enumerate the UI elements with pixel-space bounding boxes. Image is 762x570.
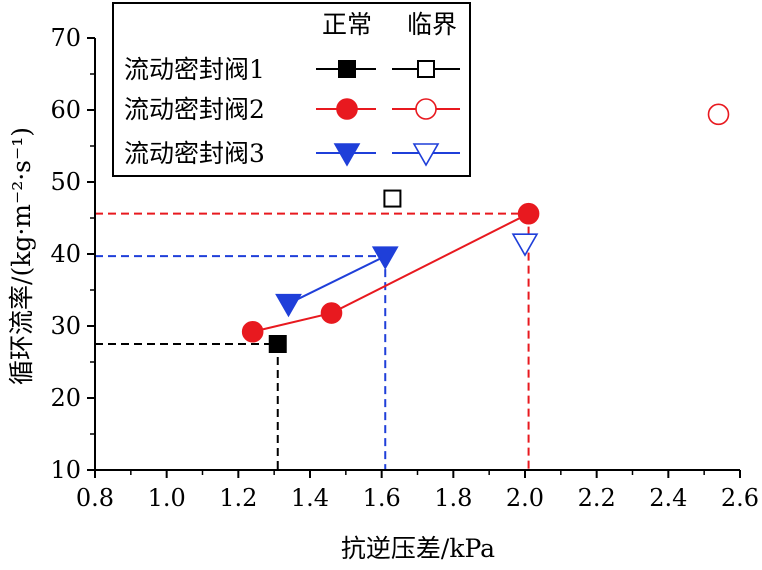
x-tick-label-7: 2.0 bbox=[506, 484, 544, 512]
legend-marker-critical-2 bbox=[415, 98, 437, 120]
x-tick-label-1: 0.8 bbox=[76, 484, 114, 512]
legend-marker-critical-3 bbox=[412, 143, 440, 167]
x-tick-label-4: 1.4 bbox=[291, 484, 329, 512]
x-tick-label-2: 1.0 bbox=[148, 484, 186, 512]
series-layer bbox=[241, 103, 730, 353]
y-tick-label-5: 50 bbox=[50, 168, 81, 196]
x-tick-label-8: 2.2 bbox=[578, 484, 616, 512]
point-critical-3-1 bbox=[511, 233, 539, 257]
x-tick-label-9: 2.4 bbox=[649, 484, 687, 512]
series-line-2 bbox=[252, 212, 530, 333]
legend-marker-normal-1 bbox=[338, 60, 356, 78]
legend-header-critical: 临界 bbox=[407, 10, 457, 39]
point-normal-2-1 bbox=[241, 320, 264, 343]
y-tick-label-3: 30 bbox=[50, 312, 81, 340]
y-tick-label-7: 70 bbox=[50, 24, 81, 52]
x-tick-label-3: 1.2 bbox=[219, 484, 257, 512]
y-tick-label-1: 10 bbox=[50, 456, 81, 484]
y-tick-label-6: 60 bbox=[50, 96, 81, 124]
x-tick-label-5: 1.6 bbox=[363, 484, 401, 512]
legend-marker-normal-2 bbox=[336, 98, 358, 120]
legend-box bbox=[112, 2, 471, 177]
guide-lines bbox=[95, 212, 530, 470]
x-tick-label-6: 1.8 bbox=[434, 484, 472, 512]
point-normal-2-2 bbox=[320, 302, 343, 324]
x-axis-title: 抗逆压差/kPa bbox=[341, 534, 495, 563]
point-normal-3-1 bbox=[275, 293, 302, 318]
point-normal-2-3 bbox=[517, 202, 540, 225]
series-line-3 bbox=[288, 255, 386, 305]
legend-label-3: 流动密封阀3 bbox=[124, 139, 265, 168]
legend-label-1: 流动密封阀1 bbox=[124, 55, 265, 84]
legend-header-normal: 正常 bbox=[322, 10, 372, 39]
y-tick-label-2: 20 bbox=[50, 384, 81, 412]
y-tick-label-4: 40 bbox=[50, 240, 81, 268]
legend-label-2: 流动密封阀2 bbox=[124, 95, 265, 124]
legend-marker-normal-3 bbox=[333, 143, 361, 167]
y-axis-title: 循环流率/(kg·m⁻²·s⁻¹) bbox=[7, 127, 36, 385]
point-critical-1-1 bbox=[383, 189, 402, 208]
point-normal-3-2 bbox=[371, 246, 399, 270]
point-normal-1-1 bbox=[268, 335, 287, 353]
axes: 0.8 1.0 1.2 1.4 1.6 1.8 2.0 2.2 2.4 2.6 10 20 30 40 50… bbox=[50, 24, 759, 512]
legend-marker-critical-1 bbox=[417, 60, 435, 78]
point-critical-2-1 bbox=[707, 103, 730, 126]
x-tick-label-10: 2.6 bbox=[721, 484, 759, 512]
